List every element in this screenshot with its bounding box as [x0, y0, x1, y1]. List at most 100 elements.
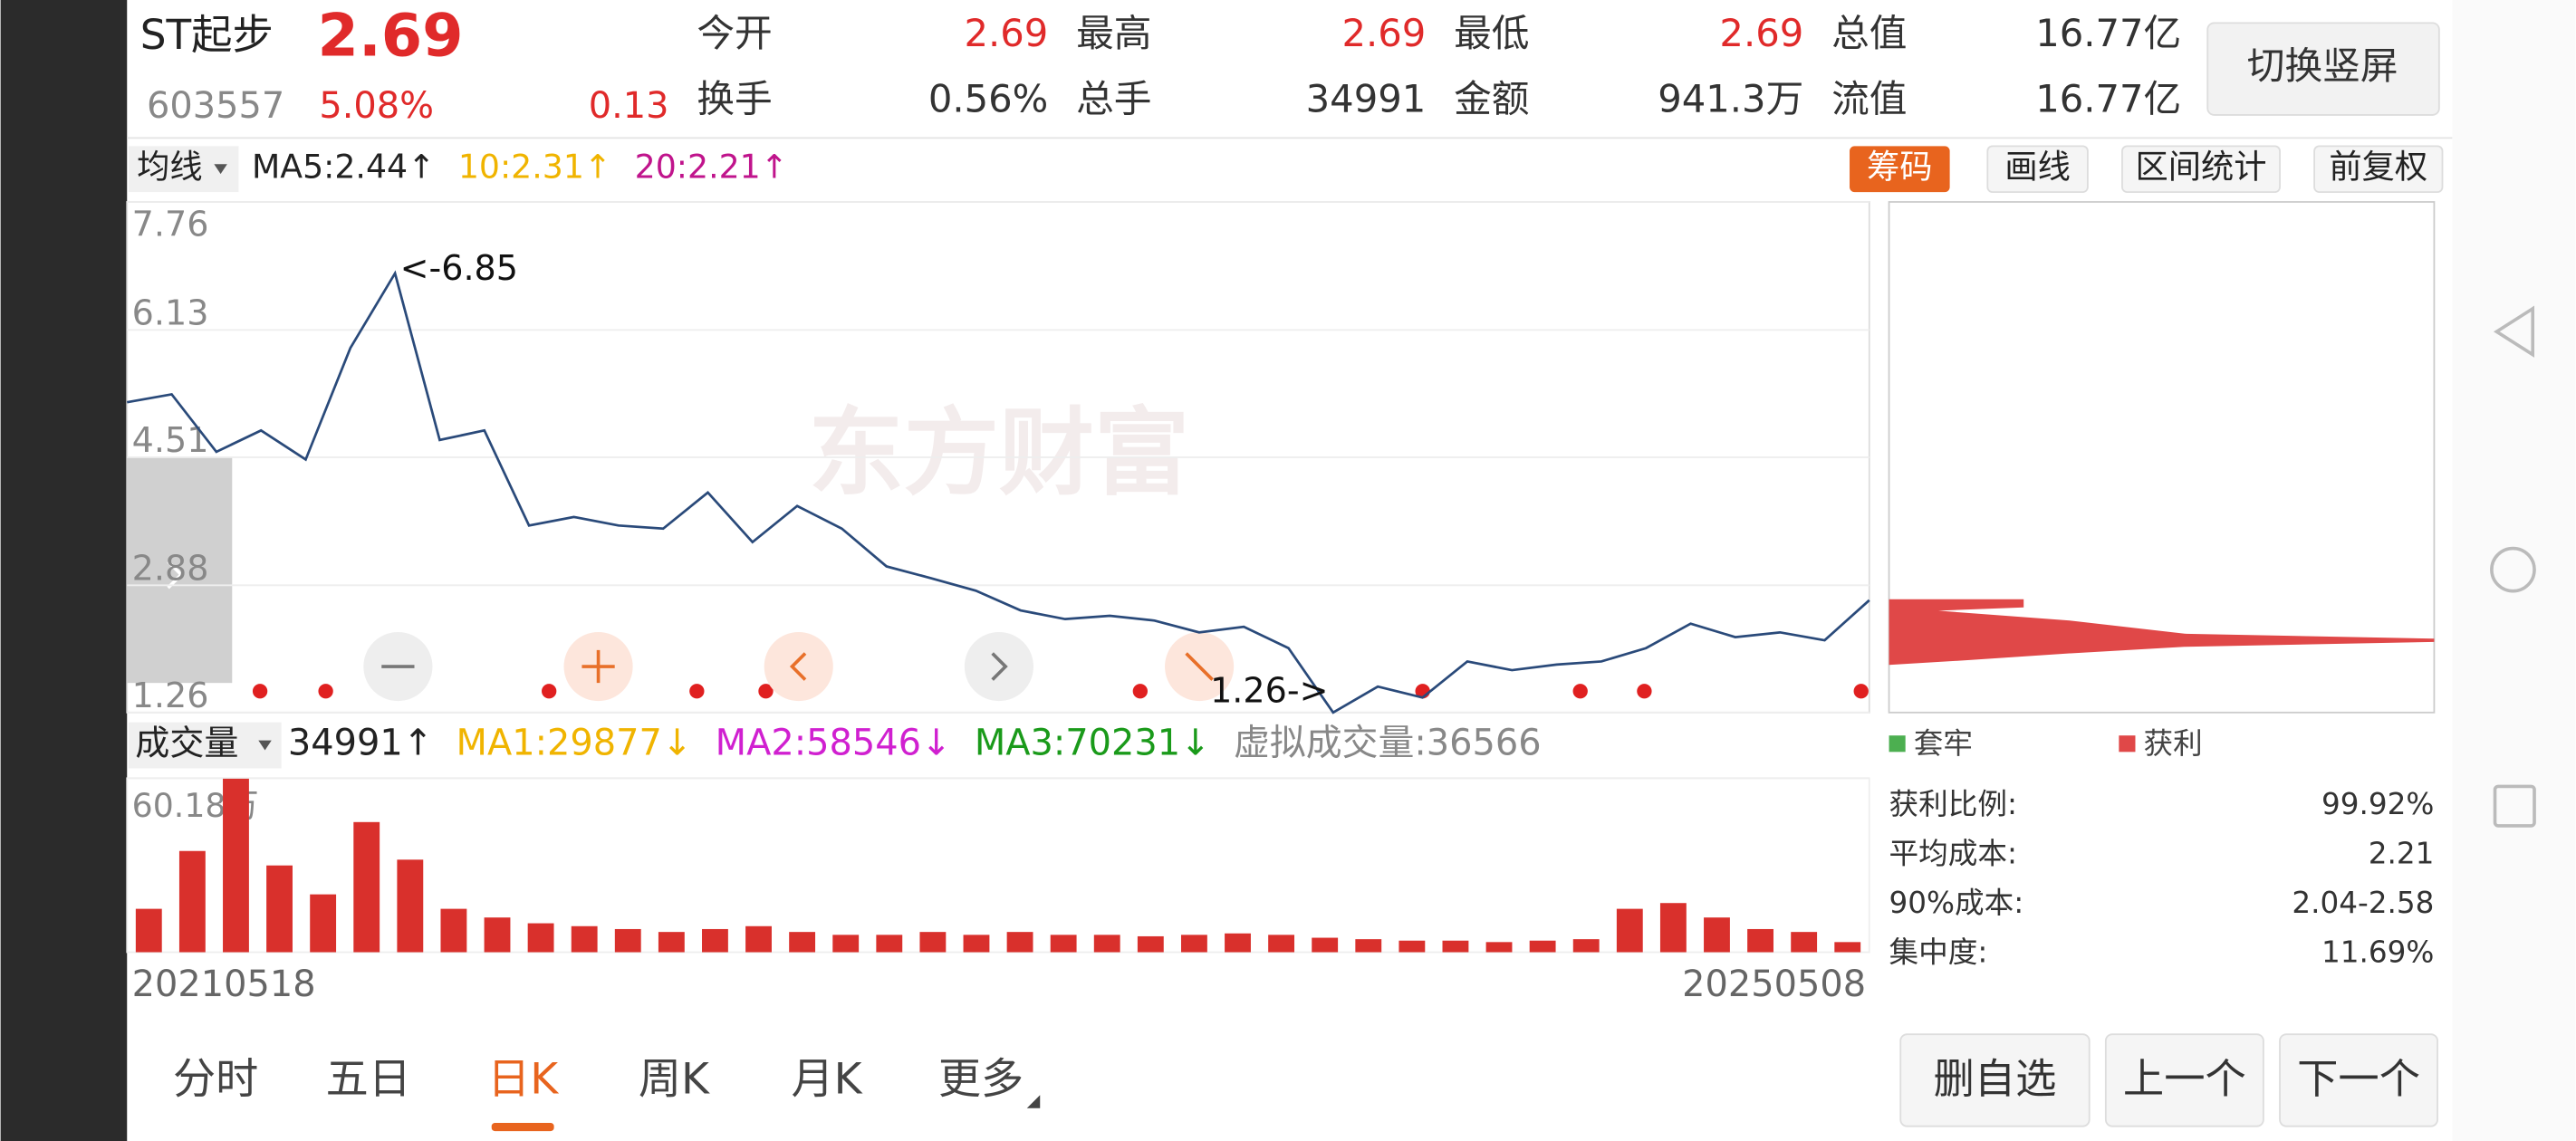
tool-button[interactable]	[1986, 145, 2089, 194]
tab[interactable]: 五日	[326, 1055, 411, 1105]
ma-value: MA5:2.44↑	[252, 148, 435, 187]
ma-value: 10:2.31↑	[458, 148, 611, 187]
volume-bar	[1485, 942, 1513, 953]
nav-back[interactable]	[2493, 305, 2535, 358]
quote-label: 总值	[1831, 11, 1907, 55]
stat-value: 2.21	[2369, 837, 2435, 871]
switch-button[interactable]	[2206, 22, 2440, 116]
change: 0.13	[589, 85, 669, 127]
volume-bar	[1791, 932, 1818, 953]
volume-bar	[1659, 903, 1687, 953]
volume-bar	[135, 908, 162, 953]
nav-home[interactable]	[2490, 546, 2536, 593]
dropdown-arrow	[258, 740, 272, 751]
quote-label: 流值	[1831, 76, 1907, 120]
volume-bar	[353, 821, 380, 953]
tool-button[interactable]	[1850, 146, 1950, 193]
tool-label: 区间统计	[2135, 148, 2266, 187]
volume-bar	[1747, 928, 1773, 953]
tab[interactable]: 分时	[173, 1055, 258, 1105]
volume-legend-value: MA3:70231↓	[975, 723, 1211, 764]
volume-legend-value: MA2:58546↓	[716, 723, 952, 764]
action-button[interactable]	[2279, 1033, 2438, 1127]
max-annotation: <-6.85	[400, 248, 518, 288]
action-button[interactable]	[2104, 1033, 2264, 1127]
action-label: 上一个	[2123, 1055, 2246, 1103]
volume-bar	[223, 778, 249, 953]
tool-label: 筹码	[1867, 148, 1933, 187]
volume-bar	[963, 935, 990, 953]
volume-bar	[397, 859, 424, 953]
change-pct: 5.08%	[319, 85, 434, 127]
volume-bar	[571, 925, 598, 953]
tab[interactable]: 月K	[792, 1055, 863, 1105]
quote-value: 2.69	[1341, 11, 1426, 55]
quote-value: 16.77亿	[2035, 11, 2181, 55]
action-button[interactable]	[1899, 1033, 2091, 1127]
quote-value: 0.56%	[928, 76, 1048, 120]
y-tick-label: 2.88	[132, 548, 209, 588]
dropdown-arrow	[214, 164, 227, 175]
tab[interactable]: 周K	[639, 1055, 710, 1105]
volume-selector[interactable]	[129, 722, 282, 769]
tab[interactable]: 日K	[487, 1055, 559, 1105]
zoom-controls	[363, 631, 1235, 702]
volume-legend-value: 虚拟成交量:36566	[1234, 723, 1542, 764]
action-label: 删自选	[1934, 1055, 2057, 1103]
volume-selector-label: 成交量	[135, 724, 238, 763]
chip-distribution	[1889, 599, 2435, 666]
volume-bar	[658, 932, 685, 953]
volume-bar	[266, 865, 293, 953]
nav-bar	[2452, 0, 2576, 1141]
volume-bar	[832, 935, 860, 953]
tool-label: 画线	[2004, 148, 2071, 187]
side-tab[interactable]	[127, 456, 233, 684]
volume-bar	[1572, 939, 1600, 953]
more-arrow	[1026, 1095, 1041, 1108]
stock-price: 2.69	[318, 2, 464, 71]
tab[interactable]: 更多	[938, 1055, 1024, 1105]
volume-bar	[484, 917, 511, 953]
quote-label: 今开	[697, 11, 772, 55]
quote-value: 2.69	[964, 11, 1048, 55]
volume-bar	[1442, 940, 1469, 953]
volume-bar	[876, 935, 903, 953]
quote-label: 最低	[1454, 11, 1529, 55]
watermark: 东方财富	[809, 397, 1190, 508]
volume-legend-value: MA1:29877↓	[457, 723, 693, 764]
volume-bar	[440, 908, 467, 953]
tab-indicator	[491, 1123, 554, 1132]
min-annotation: 1.26->	[1210, 671, 1328, 711]
legend-swatch	[1889, 735, 1906, 753]
quote-label: 金额	[1454, 76, 1529, 120]
volume-bar	[1616, 908, 1643, 953]
left-bezel	[0, 0, 128, 1141]
tool-button[interactable]	[2121, 145, 2281, 194]
volume-bar	[1312, 937, 1339, 953]
volume-bar	[1399, 940, 1426, 953]
volume-bar	[1006, 932, 1033, 953]
pan-right[interactable]	[964, 631, 1033, 702]
volume-bar	[310, 894, 337, 953]
volume-legend-value: 34991↑	[288, 723, 433, 764]
quote-label: 总手	[1076, 76, 1151, 120]
y-tick-label: 1.26	[132, 676, 209, 715]
volume-bar	[1093, 935, 1120, 953]
volume-bar	[745, 925, 772, 953]
y-tick-label: 7.76	[132, 205, 209, 244]
quote-value: 16.77亿	[2035, 76, 2181, 120]
volume-bar	[178, 850, 206, 953]
chip-legend: 获利	[2144, 726, 2203, 761]
stat-label: 获利比例:	[1889, 787, 2018, 821]
legend-swatch	[2119, 735, 2136, 753]
volume-bar	[1225, 933, 1251, 953]
y-tick-label: 6.13	[132, 293, 209, 333]
stock-code: 603557	[147, 85, 284, 127]
pan-left[interactable]	[764, 631, 833, 702]
nav-recent[interactable]	[2493, 784, 2536, 828]
volume-bar	[1704, 917, 1730, 953]
stat-label: 集中度:	[1889, 935, 1988, 969]
volume-bar	[1834, 942, 1861, 953]
tool-button[interactable]	[2313, 145, 2444, 194]
